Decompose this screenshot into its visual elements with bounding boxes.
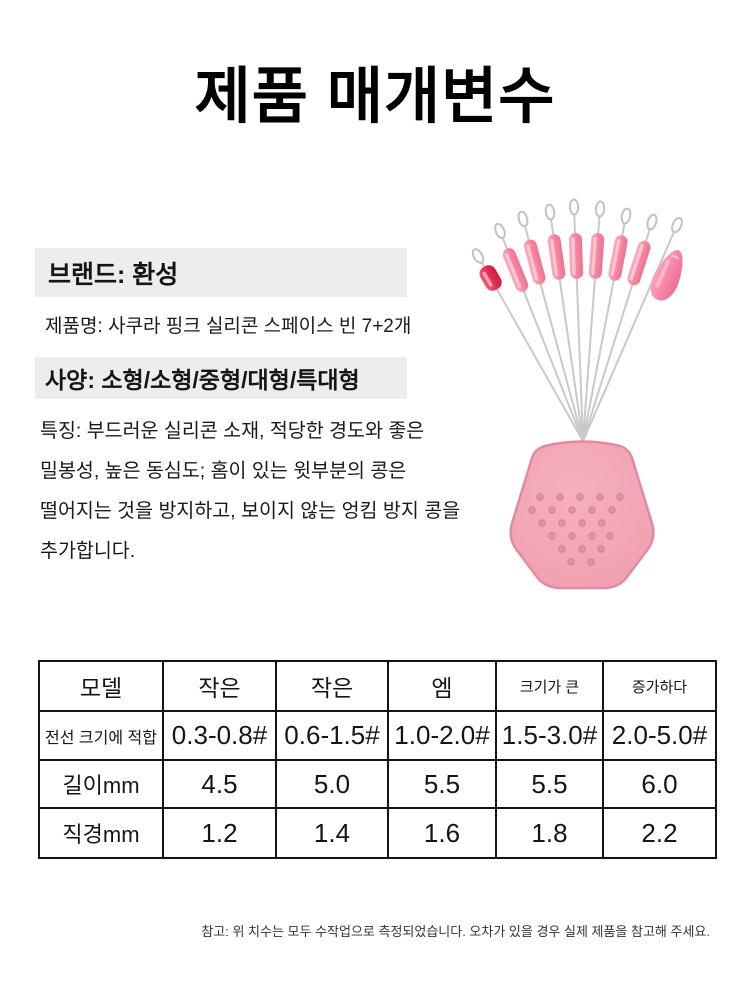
- feature-line: 추가합니다.: [40, 540, 136, 562]
- header-cell-xlarge: 증가하다: [602, 660, 717, 712]
- stopper-teardrop: [650, 250, 683, 301]
- table-value-cell: 4.5: [162, 759, 277, 809]
- row-label-cell: 길이mm: [38, 759, 164, 809]
- page-title: 제품 매개변수: [194, 62, 556, 130]
- row-label-cell: 전선 크기에 적합: [38, 710, 164, 761]
- table-value-cell: 1.6: [387, 807, 497, 859]
- table-row-wire-size: 전선 크기에 적합 0.3-0.8# 0.6-1.5# 1.0-2.0# 1.5…: [38, 710, 717, 761]
- header-cell-large: 크기가 큰: [495, 660, 604, 712]
- table-value-cell: 2.2: [602, 807, 717, 859]
- stopper-wires: [477, 206, 678, 442]
- table-value-cell: 1.4: [275, 807, 389, 859]
- base-dimples: [528, 493, 624, 566]
- header-cell-medium: 엠: [387, 660, 497, 712]
- row-label-cell: 직경mm: [38, 807, 164, 859]
- feature-line: 떨어지는 것을 방지하고, 보이지 않는 엉킴 방지 콩을: [40, 500, 461, 522]
- brand-bar: 브랜드: 환성: [35, 248, 407, 297]
- features-text: 특징: 부드러운 실리콘 소재, 적당한 경도와 좋은 밀봉성, 높은 동심도;…: [40, 411, 480, 571]
- feature-line: 특징: 부드러운 실리콘 소재, 적당한 경도와 좋은: [40, 420, 425, 442]
- table-row-diameter: 직경mm 1.2 1.4 1.6 1.8 2.2: [38, 807, 717, 859]
- table-value-cell: 1.8: [495, 807, 604, 859]
- table-header-row: 모델 작은 작은 엠 크기가 큰 증가하다: [38, 660, 717, 712]
- header-cell-small-2: 작은: [275, 660, 389, 712]
- stopper-bead-red: [479, 265, 502, 291]
- brand-label: 브랜드: 환성: [48, 260, 179, 289]
- table-value-cell: 1.5-3.0#: [495, 710, 604, 761]
- table-value-cell: 0.6-1.5#: [275, 710, 389, 761]
- spec-label: 사양: 소형/소형/중형/대형/특대형: [45, 367, 360, 393]
- header-cell-small-1: 작은: [162, 660, 277, 712]
- header-cell-model: 모델: [38, 660, 164, 712]
- table-value-cell: 5.5: [495, 759, 604, 809]
- wire-loop-icons: [471, 198, 683, 264]
- table-row-length: 길이mm 4.5 5.0 5.5 5.5 6.0: [38, 759, 717, 809]
- product-name: 제품명: 사쿠라 핑크 실리콘 스페이스 빈 7+2개: [45, 316, 412, 337]
- stopper-cylinders: [502, 233, 651, 292]
- table-value-cell: 1.0-2.0#: [387, 710, 497, 761]
- table-value-cell: 5.0: [275, 759, 389, 809]
- table-value-cell: 0.3-0.8#: [162, 710, 277, 761]
- table-value-cell: 1.2: [162, 807, 277, 859]
- footer-note: 참고: 위 치수는 모두 수작업으로 측정되었습니다. 오차가 있을 경우 실제…: [201, 924, 710, 939]
- table-value-cell: 6.0: [602, 759, 717, 809]
- spec-bar: 사양: 소형/소형/중형/대형/특대형: [35, 357, 407, 399]
- spec-table: 모델 작은 작은 엠 크기가 큰 증가하다 전선 크기에 적합 0.3-0.8#…: [38, 660, 717, 859]
- table-value-cell: 5.5: [387, 759, 497, 809]
- product-image-silicone-stoppers: [471, 198, 683, 590]
- table-value-cell: 2.0-5.0#: [602, 710, 717, 761]
- anti-tangle-base: [509, 440, 655, 590]
- feature-line: 밀봉성, 높은 동심도; 홈이 있는 윗부분의 콩은: [40, 460, 407, 482]
